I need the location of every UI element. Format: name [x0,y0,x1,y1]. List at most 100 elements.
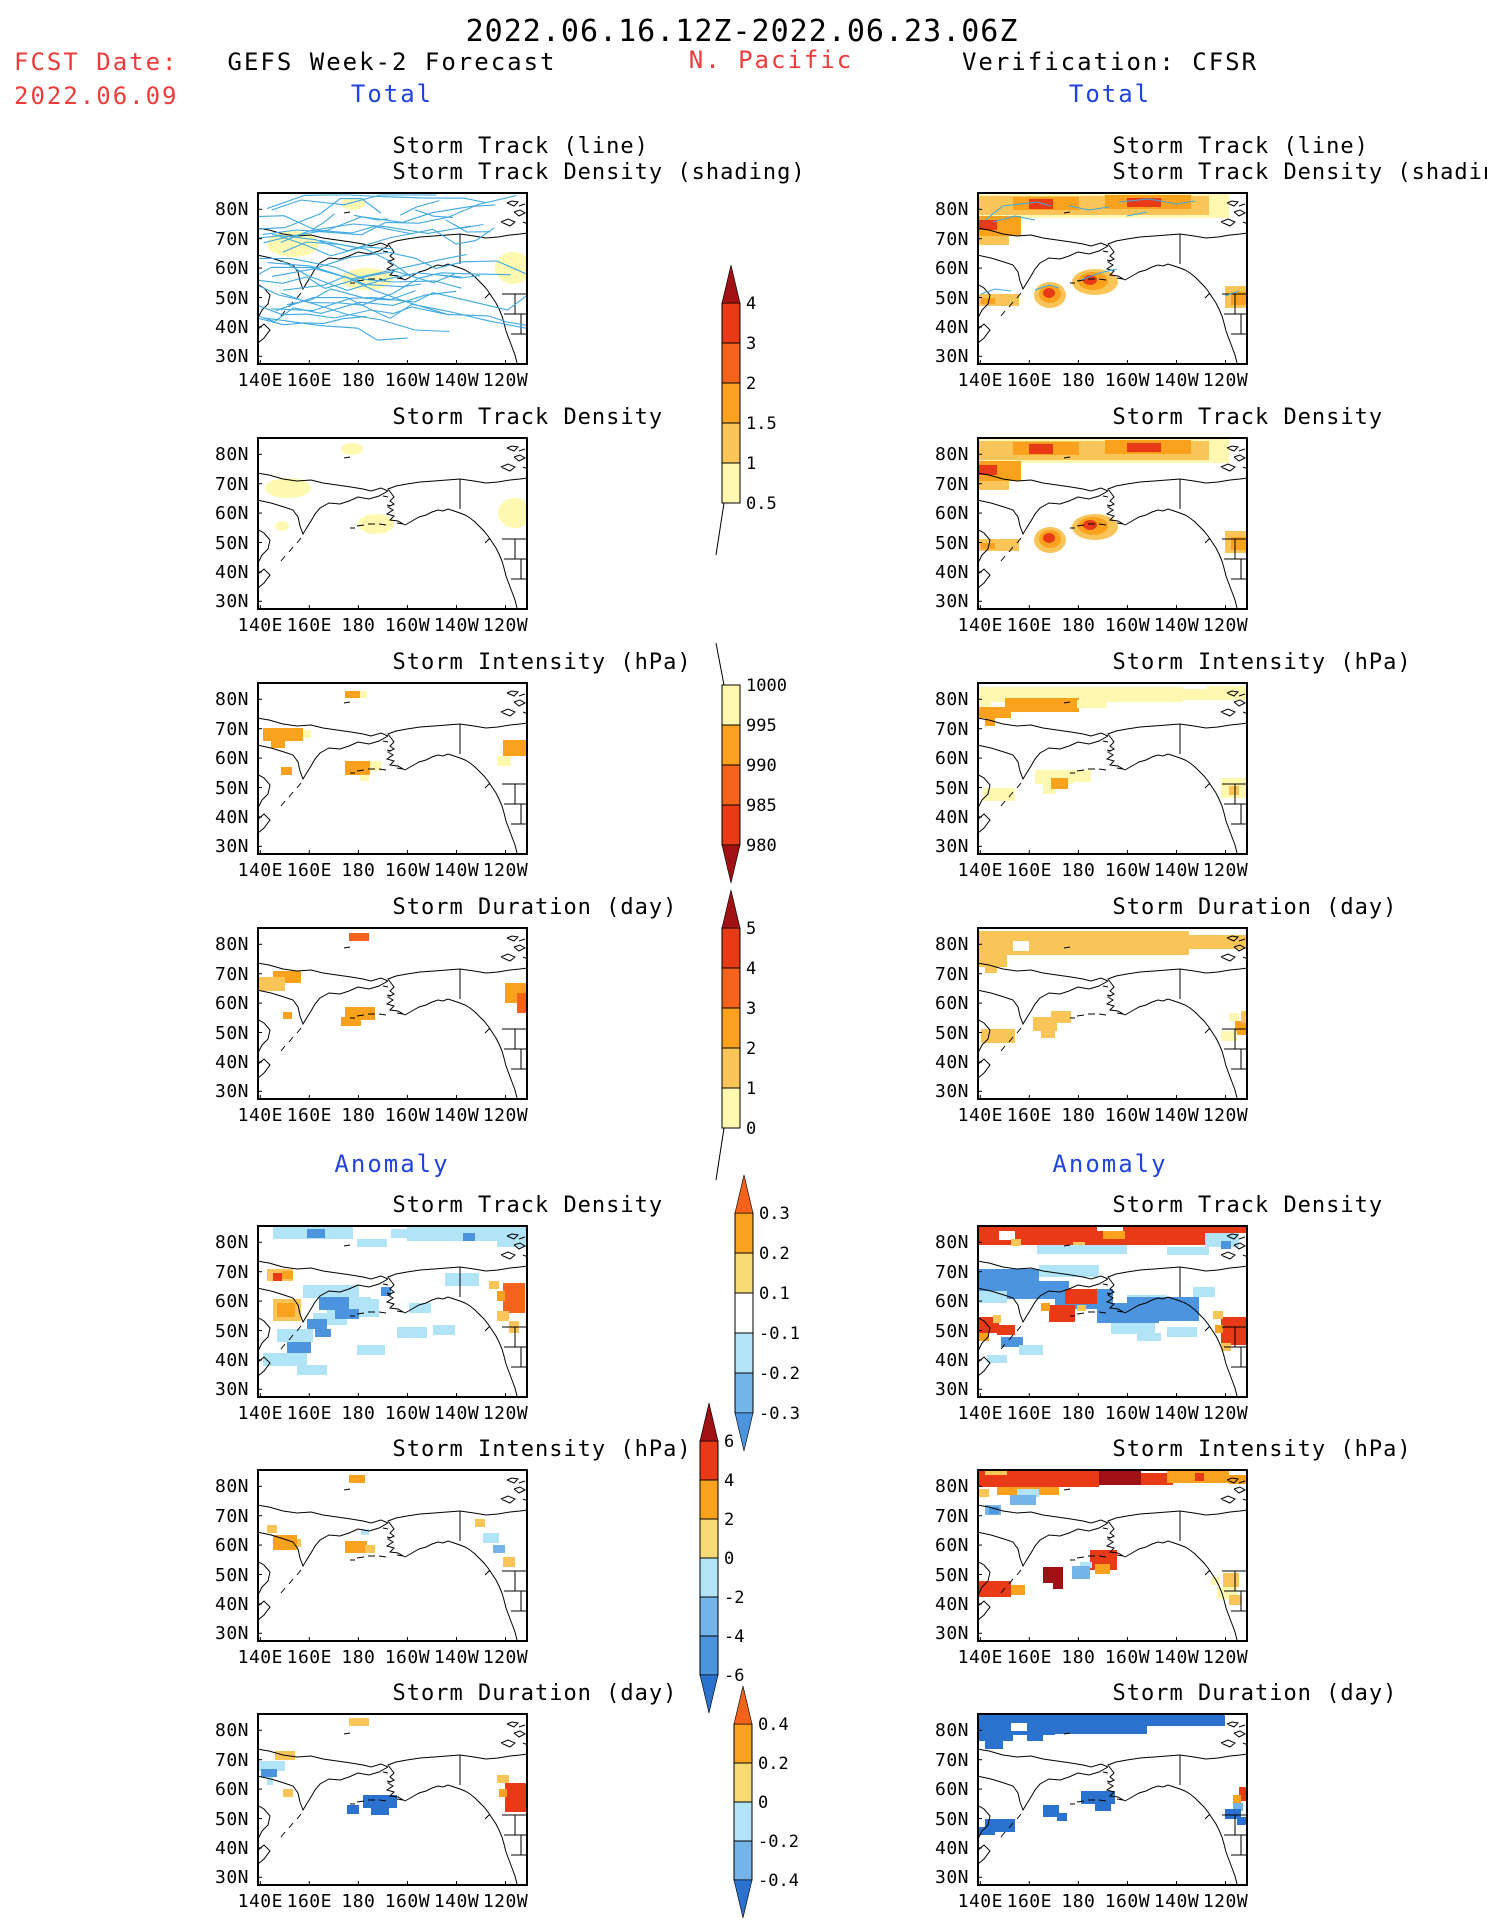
region-label: N. Pacific [688,46,854,74]
lat-tick-label: 30N [214,591,249,613]
lat-tick-label: 70N [934,1505,969,1527]
lon-tick-label: 140W [1153,615,1200,636]
lat-tick-label: 40N [934,1349,969,1371]
lon-tick-label: 140W [1153,1891,1200,1912]
lat-tick-label: 30N [214,1867,249,1889]
colorbar-tick-label: 4 [746,294,756,314]
colorbar-density-anomaly: 0.3 0.2 0.1 -0.1 -0.2 -0.3 [734,1174,800,1452]
lon-tick-label: 160E [1006,615,1052,636]
colorbar-tick-label: 0.3 [759,1204,790,1224]
lat-tick-label: 60N [214,993,249,1015]
colorbar-tick-label: 0.2 [758,1754,789,1774]
storm-track-line [257,290,457,323]
storm-track-line [400,200,440,216]
lat-tick-label: 60N [934,1779,969,1801]
colorbar-tick-label: 3 [746,334,756,354]
map-R7 [977,1713,1248,1886]
lat-tick-label: 50N [214,532,249,554]
storm-track-line [980,288,1012,295]
storm-track-line [414,209,453,218]
storm-track-line [271,194,437,211]
lat-tick-label: 60N [214,1291,249,1313]
lon-tick-label: 140E [957,860,1003,881]
lat-tick-label: 70N [214,1505,249,1527]
lon-tick-label: 160E [1006,370,1052,391]
lat-tick-label: 30N [214,836,249,858]
lon-tick-label: 140E [957,615,1003,636]
colorbar-tick-label: 0.2 [759,1244,790,1264]
lon-tick-label: 120W [482,615,529,636]
figure-title: 2022.06.16.12Z-2022.06.23.06Z [465,14,1019,49]
lon-tick-label: 180 [1061,1647,1096,1668]
colorbar-tick-label: 1 [746,454,756,474]
lat-tick-label: 40N [214,561,249,583]
map-L1 [257,192,528,365]
lon-tick-label: 140E [237,1891,283,1912]
storm-track-line [266,194,486,210]
coastline [257,1477,528,1641]
lat-tick-label: 80N [214,689,249,711]
colorbar-tick-label: -0.2 [759,1364,800,1384]
storm-track-line [1068,205,1110,211]
colorbar-tick-label: 0 [758,1793,768,1813]
storm-track-line [1118,198,1196,205]
map-R3 [977,682,1248,855]
lon-tick-label: 140W [433,1403,480,1424]
lon-tick-label: 180 [1061,1891,1096,1912]
lat-tick-label: 70N [214,963,249,985]
lon-tick-label: 180 [1061,1105,1096,1126]
lat-tick-label: 40N [934,316,969,338]
lat-tick-label: 40N [214,316,249,338]
lon-tick-label: 160W [384,1105,431,1126]
right-column-title: Verification: CFSR [961,48,1259,76]
lat-tick-label: 40N [934,806,969,828]
colorbar-intensity-anomaly: 6 4 2 0 -2 -4 -6 [699,1402,744,1714]
map-L2 [257,437,528,610]
lat-tick-label: 80N [934,199,969,221]
lat-tick-label: 80N [214,1720,249,1742]
lon-tick-label: 180 [341,1403,376,1424]
lat-tick-label: 60N [934,503,969,525]
lat-tick-label: 60N [934,258,969,280]
storm-track-line [275,296,527,329]
map-L3 [257,682,528,855]
colorbar-tick-label: 2 [746,374,756,394]
lon-tick-label: 180 [1061,860,1096,881]
colorbar-intensity: 1000 995 990 985 980 [715,642,787,884]
coastline [977,690,1248,854]
map-R1 [977,192,1248,365]
lon-tick-label: 180 [341,1891,376,1912]
lat-tick-label: 40N [934,561,969,583]
lon-tick-label: 140W [1153,1105,1200,1126]
colorbar-tick-label: -0.1 [759,1324,800,1344]
colorbar-tick-label: -0.2 [758,1832,799,1852]
lat-tick-label: 30N [934,591,969,613]
fcst-date-label: FCST Date: [14,48,179,76]
storm-track-line [281,260,462,291]
lat-tick-label: 70N [934,473,969,495]
coastline [257,690,528,854]
map-L7 [257,1713,528,1886]
lon-tick-label: 160W [384,1403,431,1424]
lat-tick-label: 40N [214,1837,249,1859]
lat-tick-label: 40N [214,1051,249,1073]
lat-tick-label: 60N [934,1535,969,1557]
lat-tick-label: 30N [214,1379,249,1401]
lat-tick-label: 70N [934,963,969,985]
storm-track-line [280,272,511,306]
lon-tick-label: 140E [957,1891,1003,1912]
lat-tick-label: 80N [934,689,969,711]
lat-tick-label: 80N [934,934,969,956]
colorbar-tick-label: 980 [746,836,777,856]
right-anomaly-label: Anomaly [1052,1150,1168,1178]
lat-tick-label: 50N [934,777,969,799]
colorbar-tick-label: 3 [746,999,756,1019]
map-R5 [977,1225,1248,1398]
left-anomaly-label: Anomaly [334,1150,450,1178]
storm-track-line [264,317,408,341]
colorbar-tick-label: 4 [724,1471,734,1491]
lat-tick-label: 30N [214,1623,249,1645]
lat-tick-label: 30N [934,346,969,368]
lat-tick-label: 80N [214,934,249,956]
